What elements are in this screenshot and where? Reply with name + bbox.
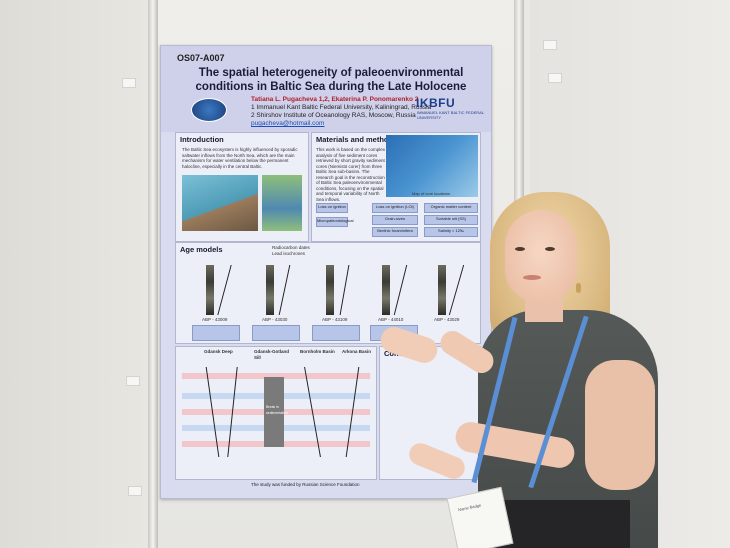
sediment-core bbox=[326, 265, 334, 315]
age-legend-radiocarbon: Radiocarbon dates bbox=[272, 245, 310, 250]
earring-icon bbox=[576, 283, 581, 293]
arm-tattoo: ~ ≈ ~ bbox=[520, 485, 549, 495]
core-caption: ABP - 44010 bbox=[378, 317, 404, 322]
presenter-eye bbox=[545, 247, 555, 251]
presenter-lips bbox=[523, 275, 541, 280]
map-caption: Map of core locations bbox=[412, 191, 451, 196]
affiliation-1: 1 Immanuel Kant Baltic Federal Universit… bbox=[251, 104, 432, 111]
poster-header: OS07-A007 The spatial heterogeneity of p… bbox=[161, 46, 491, 132]
institute-logo bbox=[191, 98, 227, 122]
methods-box: Sortable silt (SS) bbox=[424, 215, 478, 225]
age-legend-lead: Lead isochrones bbox=[272, 251, 306, 256]
introduction-text: The Baltic Sea ecosystem is highly influ… bbox=[182, 147, 298, 169]
board-pin bbox=[543, 40, 557, 50]
introduction-panel: Introduction The Baltic Sea ecosystem is… bbox=[175, 132, 309, 242]
salinity-map bbox=[262, 175, 302, 231]
methods-box: Benthic foraminifera bbox=[372, 227, 418, 237]
core-summary-box bbox=[192, 325, 240, 341]
methods-text: This work is based on the complex analys… bbox=[316, 147, 386, 202]
core-summary-box bbox=[252, 325, 300, 341]
methods-panel: Materials and methods This work is based… bbox=[311, 132, 481, 242]
core-location-map bbox=[386, 135, 478, 197]
methods-title: Materials and methods bbox=[316, 135, 398, 144]
inflow-band bbox=[182, 373, 370, 379]
age-curve bbox=[339, 265, 350, 315]
sediment-core bbox=[266, 265, 274, 315]
methods-box: Grain-sizes bbox=[372, 215, 418, 225]
sediment-core bbox=[382, 265, 390, 315]
core-caption: ABP - 43009 bbox=[202, 317, 228, 322]
board-pin bbox=[126, 376, 140, 386]
break-block bbox=[264, 377, 284, 447]
basin-label: Bornholm Basin bbox=[300, 349, 335, 354]
presenter-face bbox=[505, 210, 577, 302]
author-names: Tatiana L. Pugacheva 1,2, Ekaterina P. P… bbox=[251, 96, 419, 103]
methods-box: Organic matter content bbox=[424, 203, 478, 213]
core-caption: ABP - 43030 bbox=[262, 317, 288, 322]
core-summary-box bbox=[312, 325, 360, 341]
methods-box: Loss on ignition bbox=[316, 203, 348, 213]
methods-box: Salinity > 12‰ bbox=[424, 227, 478, 237]
board-pin bbox=[122, 78, 136, 88]
sediment-core bbox=[206, 265, 214, 315]
age-curve bbox=[448, 265, 465, 315]
board-pin bbox=[548, 73, 562, 83]
methods-box: Loss on ignition (LOI) bbox=[372, 203, 418, 213]
basin-label: Gdansk Deep bbox=[204, 349, 233, 354]
university-logo-subtitle: IMMANUEL KANT BALTIC FEDERAL UNIVERSITY bbox=[417, 110, 484, 120]
sediment-core bbox=[438, 265, 446, 315]
methods-box: Micropaleontological bbox=[316, 217, 353, 227]
funding-note: The study was funded by Russian Science … bbox=[251, 482, 360, 487]
age-curve bbox=[217, 265, 232, 315]
poster-title: The spatial heterogeneity of paleoenviro… bbox=[195, 67, 467, 93]
break-label: Break in sedimentation bbox=[266, 405, 288, 415]
author-email: pugacheva@hotmail.com bbox=[251, 120, 325, 127]
proxy-records-panel: Gdansk Deep Gdansk-Gotland Sill Bornholm… bbox=[175, 346, 377, 480]
badge-text: Name Badge bbox=[457, 502, 482, 513]
basin-label: Arkona Basin bbox=[342, 349, 372, 354]
core-caption: ABP - 43109 bbox=[322, 317, 348, 322]
age-models-panel: Age models Radiocarbon dates Lead isochr… bbox=[175, 242, 481, 344]
basin-label: Gdansk-Gotland Sill bbox=[254, 349, 290, 360]
baltic-map bbox=[182, 175, 258, 231]
presenter-eye bbox=[515, 247, 525, 251]
university-logo: IKBFU bbox=[416, 96, 456, 110]
wall-left bbox=[0, 0, 150, 548]
scientific-poster: OS07-A007 The spatial heterogeneity of p… bbox=[160, 45, 492, 499]
board-pin bbox=[128, 486, 142, 496]
presenter-right-arm bbox=[585, 360, 655, 490]
affiliation-2: 2 Shirshov Institute of Oceanology RAS, … bbox=[251, 112, 416, 119]
age-curve bbox=[278, 265, 291, 315]
age-curve bbox=[393, 265, 408, 315]
core-caption: ABP - 43029 bbox=[434, 317, 460, 322]
age-models-title: Age models bbox=[180, 245, 223, 254]
name-badge: Name Badge bbox=[446, 486, 514, 548]
poster-id: OS07-A007 bbox=[177, 53, 225, 63]
introduction-title: Introduction bbox=[180, 135, 224, 144]
poster-authors: Tatiana L. Pugacheva 1,2, Ekaterina P. P… bbox=[251, 96, 431, 128]
board-post-left bbox=[148, 0, 158, 548]
